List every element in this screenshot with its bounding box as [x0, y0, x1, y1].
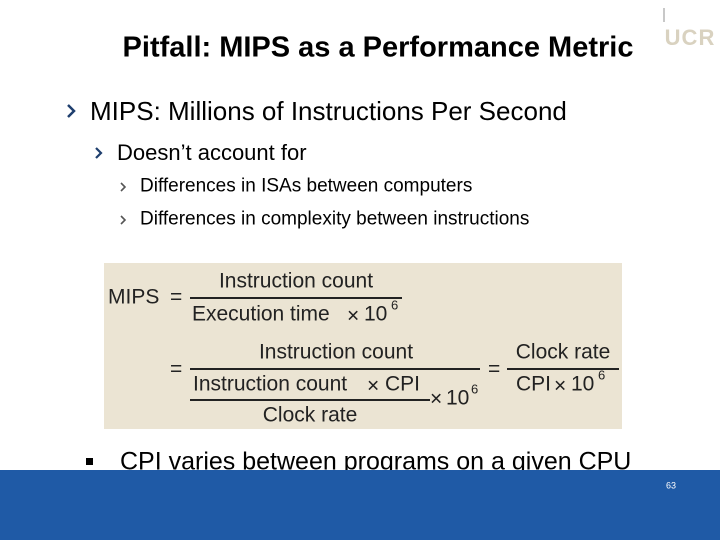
formula-text: = — [170, 357, 183, 381]
formula-text: × — [430, 387, 443, 411]
slide-title: Pitfall: MIPS as a Performance Metric — [122, 31, 634, 64]
page-number: 63 — [665, 480, 677, 491]
bullet-chevron — [120, 182, 127, 192]
formula-text: 10 — [571, 372, 595, 396]
formula-text: × — [367, 374, 380, 398]
bullet-square — [86, 458, 93, 465]
fraction-line — [190, 368, 480, 370]
fraction-line — [190, 297, 402, 299]
logo: UCR — [664, 25, 716, 50]
bullet-chevron — [95, 147, 103, 159]
formula-text: CPI — [516, 372, 552, 396]
formula-text: CPI — [385, 372, 421, 396]
formula-text: 10 — [364, 302, 388, 326]
formula-text: Clock rate — [262, 403, 358, 427]
fraction-line — [507, 368, 619, 370]
fraction-line — [190, 399, 430, 401]
formula-text: × — [554, 374, 567, 398]
formula-text: × — [347, 304, 360, 328]
bullet-text: Differences in complexity between instru… — [140, 208, 530, 230]
formula-text: 6 — [391, 297, 399, 313]
formula-text: 6 — [471, 381, 479, 397]
footer-bar — [0, 470, 720, 540]
bullet-text: Doesn’t account for — [117, 140, 307, 165]
bullet-chevron — [120, 215, 127, 225]
formula-text: Execution time — [192, 302, 330, 326]
bullet-text: CPI varies between programs on a given C… — [120, 447, 632, 476]
formula-text: = — [488, 357, 501, 381]
formula-text: Instruction count — [193, 372, 348, 396]
formula-text: 10 — [446, 386, 470, 410]
formula-text: = — [170, 285, 183, 309]
logo-divider — [663, 8, 665, 22]
bullet-text: MIPS: Millions of Instructions Per Secon… — [90, 96, 567, 126]
formula-text: Clock rate — [515, 340, 611, 364]
formula-box — [104, 263, 622, 429]
bullet-text: Differences in ISAs between computers — [140, 175, 473, 197]
formula-text: MIPS — [108, 285, 160, 309]
bullet-chevron — [67, 104, 76, 118]
formula-text: 6 — [598, 367, 606, 383]
formula-text: Instruction count — [218, 269, 374, 293]
formula-text: Instruction count — [258, 340, 414, 364]
